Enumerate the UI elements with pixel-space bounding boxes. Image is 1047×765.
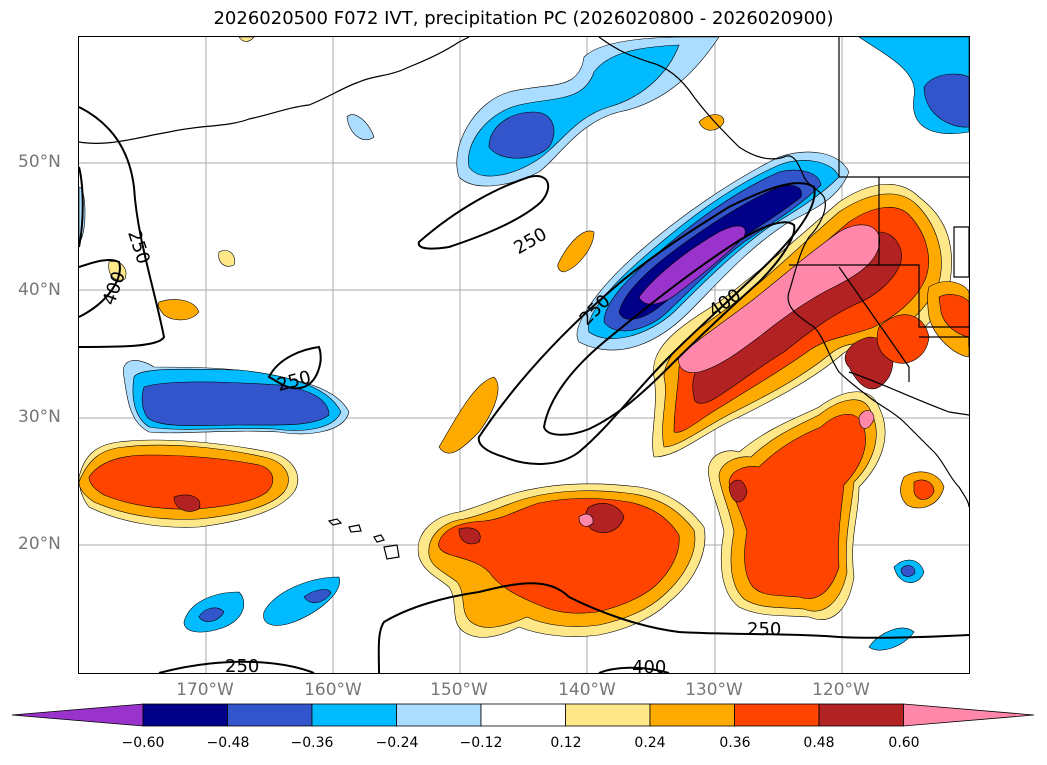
ivt-contour-250-central [477,182,816,465]
colorbar-tick: −0.36 [290,735,334,751]
colorbar-extend-right [903,703,1035,727]
ivt-contour-250-north [417,175,550,250]
contour-label-250: 250 [123,228,154,267]
ivt-contour-250-west [267,345,322,390]
colorbar-extend-left [11,703,144,727]
colorbar-cell [818,703,904,727]
colorbar-tick: −0.60 [121,735,165,751]
colorbar-cell [311,703,397,727]
contour-label-400: 400 [99,269,130,308]
lon-label-140w: 140°W [558,680,616,700]
lat-label-50n: 50°N [18,152,61,172]
colorbar [11,703,1035,727]
colorbar-tick: 0.36 [719,735,751,751]
colorbar-cell [142,703,228,727]
colorbar-tick: −0.12 [459,735,503,751]
colorbar-cell [396,703,482,727]
colorbar-cell [649,703,735,727]
map-panel: 250 400 250 250 250 400 250 250 400 [78,36,970,674]
ivt-contour-400-central [542,221,796,436]
colorbar-tick: −0.48 [206,735,250,751]
colorbar-cell [227,703,313,727]
colorbar-tick: 0.24 [634,735,666,751]
colorbar-cell [565,703,651,727]
colorbar-tick: 0.12 [550,735,582,751]
positive-precip-regions [79,37,969,638]
ivt-contour-250-northwest [79,106,166,348]
colorbar-tick: 0.48 [803,735,835,751]
contour-label-250: 250 [510,224,550,259]
contour-label-250: 250 [225,656,259,673]
lat-label-30n: 30°N [18,407,61,427]
lon-label-120w: 120°W [812,680,870,700]
ivt-contours [79,106,969,673]
lon-label-170w: 170°W [176,680,234,700]
coastlines [79,37,969,560]
lat-label-20n: 20°N [18,534,61,554]
contour-label-400: 400 [632,657,666,673]
colorbar-cell [734,703,820,727]
colorbar-cell [480,703,566,727]
map-title: 2026020500 F072 IVT, precipitation PC (2… [213,8,834,29]
negative-precip-regions [79,37,969,651]
lon-label-150w: 150°W [430,680,488,700]
lon-label-160w: 160°W [304,680,362,700]
coastline-aleutians [79,37,470,144]
lon-label-130w: 130°W [685,680,743,700]
ivt-contour-400-northwest [79,258,121,318]
lat-label-40n: 40°N [18,280,61,300]
ivt-contour-250-south [377,582,969,673]
colorbar-tick: −0.24 [375,735,419,751]
contour-label-250: 250 [747,619,781,640]
colorbar-tick: 0.60 [888,735,920,751]
ivt-contour-400-south [598,666,670,673]
map-canvas: 250 400 250 250 250 400 250 250 400 [79,37,969,673]
